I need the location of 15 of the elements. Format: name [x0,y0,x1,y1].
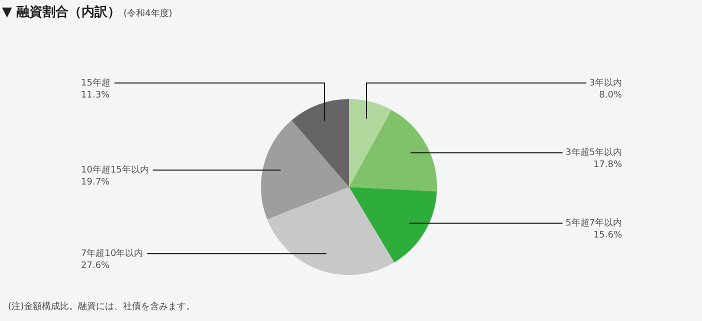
chart-title: ▼ 融資割合（内訳） [2,5,121,20]
slice-label: 15年超 [81,77,110,88]
data-label: 19.7% [81,177,110,188]
data-label: 8.0% [599,90,622,100]
slice-label: 3年以内 [589,77,622,88]
data-label: 15.6% [593,230,622,241]
data-label: 17.8% [593,160,622,170]
data-label: 11.3% [81,90,110,100]
data-label: 27.6% [81,261,110,272]
slice-label: 10年超15年以内 [81,164,149,176]
slice-label: 3年超5年以内 [566,147,622,158]
slice-label: 7年超10年以内 [81,248,144,260]
chart-subtitle: (令和4年度) [124,9,172,19]
text: (注)金額構成比。融資には、社債を含みます。 [8,300,196,313]
slice-label: 5年超7年以内 [566,218,622,229]
